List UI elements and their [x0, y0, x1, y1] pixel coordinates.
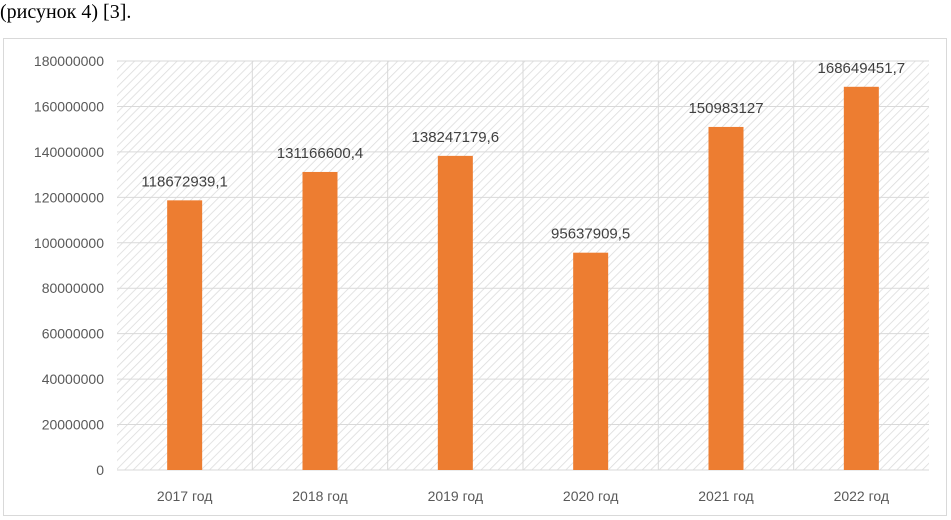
- y-tick-label: 0: [96, 462, 104, 478]
- y-tick-label: 80000000: [42, 280, 105, 296]
- bar-5: [843, 86, 879, 471]
- data-label-5: 168649451,7: [818, 60, 906, 77]
- y-tick-label: 160000000: [34, 98, 104, 114]
- x-tick-label-1: 2018 год: [292, 488, 347, 504]
- y-tick-label: 100000000: [34, 235, 104, 251]
- bar-4: [708, 126, 744, 470]
- data-label-2: 138247179,6: [412, 129, 500, 146]
- y-tick-label: 20000000: [42, 417, 105, 433]
- x-tick-label-3: 2020 год: [563, 488, 618, 504]
- data-label-0: 118672939,1: [141, 173, 227, 190]
- y-tick-label: 40000000: [42, 371, 105, 387]
- y-tick-label: 140000000: [34, 144, 104, 160]
- data-label-4: 150983127: [688, 100, 763, 117]
- y-tick-label: 120000000: [34, 189, 104, 205]
- gridlines: [117, 60, 929, 471]
- data-label-1: 131166600,4: [277, 145, 363, 162]
- x-axis-ticks: 2017 год 2018 год 2019 год 2020 год 2021 год…: [157, 488, 889, 504]
- caption-text: (рисунок 4) [3].: [0, 1, 132, 23]
- y-tick-label: 180000000: [34, 53, 104, 69]
- bars: [167, 86, 879, 471]
- x-tick-label-0: 2017 год: [157, 488, 212, 504]
- x-tick-label-2: 2019 год: [428, 488, 483, 504]
- bar-1: [302, 171, 338, 471]
- x-tick-label-4: 2021 год: [698, 488, 753, 504]
- x-tick-label-5: 2022 год: [834, 488, 889, 504]
- y-axis-ticks: 0 20000000 40000000 60000000 80000000 1000000…: [34, 53, 104, 478]
- data-labels: 118672939,1 131166600,4 138247179,6 9563790…: [141, 60, 905, 243]
- bar-3: [573, 252, 609, 470]
- y-tick-label: 60000000: [42, 326, 105, 342]
- data-label-3: 95637909,5: [551, 226, 630, 243]
- bar-2: [437, 155, 473, 470]
- bar-0: [167, 200, 203, 471]
